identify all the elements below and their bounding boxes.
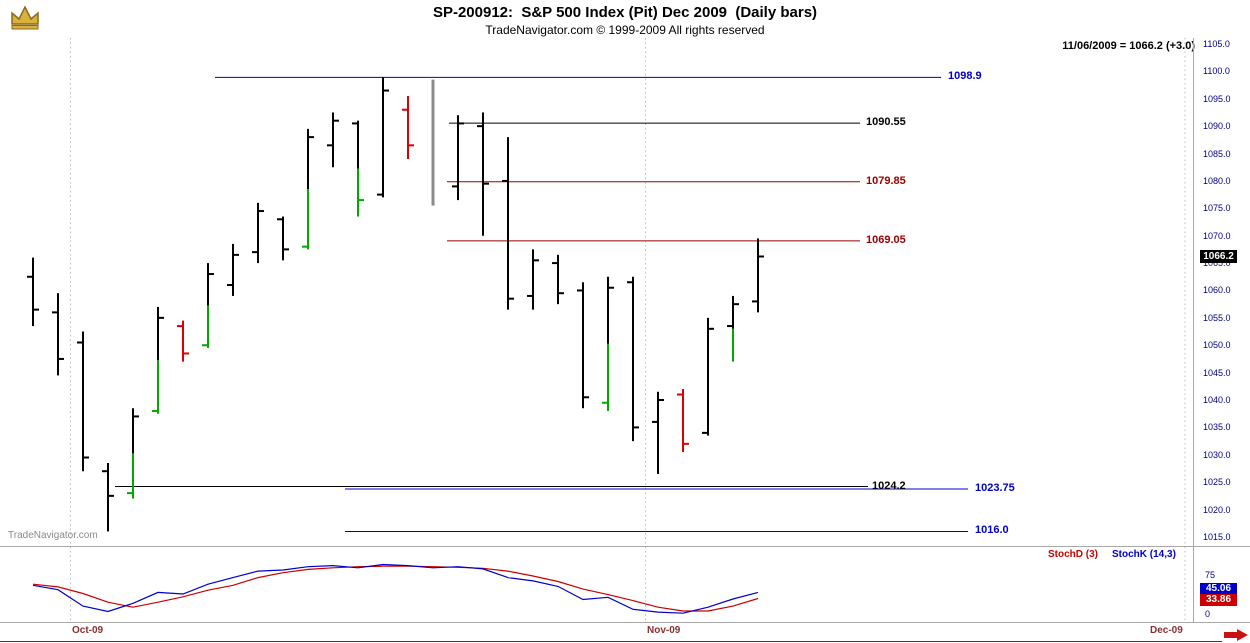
arrow-head: [1237, 629, 1248, 641]
ohlc-bar[interactable]: [577, 282, 589, 409]
chart-watermark: TradeNavigator.com: [8, 530, 98, 541]
scroll-right-arrow[interactable]: [1224, 629, 1248, 641]
stoch-d-value-badge: 33.86: [1200, 594, 1237, 606]
ohlc-bar[interactable]: [152, 306, 164, 414]
ohlc-bar[interactable]: [552, 254, 564, 305]
chart-title: SP-200912: S&P 500 Index (Pit) Dec 2009 …: [432, 4, 818, 21]
stoch-axis-tick: 75: [1205, 570, 1216, 580]
ohlc-bar[interactable]: [202, 263, 214, 348]
panel-separator: [0, 622, 1250, 623]
bottom-border: [0, 641, 1222, 642]
gold-emblem-base: [11, 25, 39, 30]
price-axis-tick: 1105.0: [1203, 39, 1230, 49]
price-axis-tick: 1065.0: [1203, 258, 1231, 269]
ohlc-bar[interactable]: [727, 295, 739, 362]
ohlc-bar[interactable]: [477, 112, 489, 236]
ohlc-bar[interactable]: [77, 331, 89, 472]
price-axis-tick: 1025.0: [1203, 477, 1231, 488]
price-axis-tick: 1040.0: [1203, 395, 1231, 405]
level-label[interactable]: 1023.75: [975, 482, 1015, 494]
x-axis-label-nov: Nov-09: [647, 625, 681, 636]
ohlc-bar[interactable]: [352, 120, 364, 217]
level-label[interactable]: 1098.9: [948, 70, 982, 83]
price-axis-border: [1193, 38, 1194, 622]
ohlc-bar[interactable]: [752, 238, 764, 313]
ohlc-bar[interactable]: [702, 317, 714, 436]
price-axis-tick: 1050.0: [1203, 340, 1231, 351]
price-axis-tick: 1095.0: [1203, 93, 1231, 104]
stoch-k-legend[interactable]: StochK (14,3): [1112, 549, 1176, 560]
price-axis-tick: 1070.0: [1203, 230, 1231, 241]
stoch-k-value-badge: 45.06: [1200, 583, 1237, 595]
level-label[interactable]: 1024.2: [872, 479, 906, 492]
price-axis-tick: 1030.0: [1203, 449, 1231, 460]
ohlc-bar[interactable]: [127, 408, 139, 499]
arrow-shaft: [1224, 632, 1237, 638]
level-label[interactable]: 1079.85: [866, 174, 906, 187]
ohlc-bar[interactable]: [527, 249, 539, 310]
last-price-marker: 1066.2: [1200, 250, 1237, 263]
ohlc-bar[interactable]: [27, 257, 39, 327]
price-axis-tick: 1085.0: [1203, 148, 1231, 159]
ohlc-bar[interactable]: [502, 137, 514, 310]
stoch-d-legend[interactable]: StochD (3): [1048, 549, 1098, 560]
stoch-axis-tick: 0: [1205, 609, 1211, 619]
ohlc-bar[interactable]: [627, 276, 639, 442]
ohlc-bar[interactable]: [302, 128, 314, 250]
x-axis-label-dec: Dec-09: [1150, 625, 1183, 636]
ohlc-bar[interactable]: [677, 389, 689, 453]
x-axis-label-oct: Oct-09: [72, 625, 104, 636]
price-axis-tick: 1100.0: [1203, 66, 1230, 77]
ohlc-bar[interactable]: [177, 320, 189, 362]
ohlc-bar[interactable]: [652, 391, 664, 474]
last-quote-readout: 11/06/2009 = 1066.2 (+3.0): [1062, 40, 1195, 52]
price-axis-tick: 1045.0: [1203, 367, 1231, 378]
level-label[interactable]: 1090.55: [866, 116, 906, 129]
ohlc-bar[interactable]: [227, 243, 239, 296]
price-axis-tick: 1060.0: [1203, 285, 1231, 296]
stoch-d-line[interactable]: [32, 565, 759, 612]
ohlc-bar[interactable]: [402, 96, 414, 160]
price-axis-tick: 1080.0: [1203, 175, 1231, 186]
copyright-line: TradeNavigator.com © 1999-2009 All right…: [485, 23, 765, 37]
panel-separator: [0, 546, 1250, 547]
price-axis-tick: 1015.0: [1203, 531, 1231, 542]
ohlc-bar[interactable]: [277, 216, 289, 261]
stoch-k-line[interactable]: [32, 563, 759, 614]
ohlc-bar[interactable]: [377, 77, 389, 198]
ohlc-bar[interactable]: [327, 112, 339, 168]
price-axis-tick: 1055.0: [1203, 312, 1231, 323]
price-axis-tick: 1035.0: [1203, 422, 1231, 433]
ohlc-bar[interactable]: [452, 115, 464, 201]
ohlc-bar[interactable]: [52, 293, 64, 376]
level-label[interactable]: 1016.0: [975, 524, 1009, 537]
ohlc-bar[interactable]: [602, 276, 614, 411]
ohlc-bar[interactable]: [252, 202, 264, 264]
level-label[interactable]: 1069.05: [866, 233, 906, 246]
ohlc-bar[interactable]: [102, 462, 114, 532]
price-axis-tick: 1075.0: [1203, 203, 1231, 214]
price-axis-tick: 1020.0: [1203, 504, 1231, 515]
gold-emblem-icon: [11, 5, 39, 25]
price-axis-tick: 1090.0: [1203, 121, 1231, 132]
tradenavigator-logo: [8, 4, 42, 31]
